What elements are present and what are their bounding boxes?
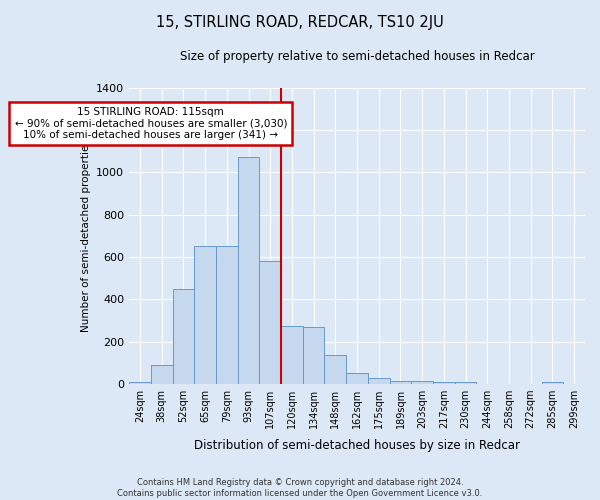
Bar bbox=[412, 381, 433, 384]
Bar bbox=[433, 382, 455, 384]
X-axis label: Distribution of semi-detached houses by size in Redcar: Distribution of semi-detached houses by … bbox=[194, 440, 520, 452]
Bar bbox=[389, 381, 412, 384]
Text: 15, STIRLING ROAD, REDCAR, TS10 2JU: 15, STIRLING ROAD, REDCAR, TS10 2JU bbox=[156, 15, 444, 30]
Text: 15 STIRLING ROAD: 115sqm
← 90% of semi-detached houses are smaller (3,030)
10% o: 15 STIRLING ROAD: 115sqm ← 90% of semi-d… bbox=[14, 107, 287, 140]
Bar bbox=[281, 326, 303, 384]
Bar bbox=[455, 382, 476, 384]
Bar bbox=[238, 156, 259, 384]
Bar bbox=[151, 365, 173, 384]
Y-axis label: Number of semi-detached properties: Number of semi-detached properties bbox=[80, 140, 91, 332]
Bar bbox=[542, 382, 563, 384]
Title: Size of property relative to semi-detached houses in Redcar: Size of property relative to semi-detach… bbox=[179, 50, 535, 63]
Bar bbox=[259, 262, 281, 384]
Bar bbox=[129, 382, 151, 384]
Bar bbox=[346, 374, 368, 384]
Bar bbox=[173, 289, 194, 384]
Bar bbox=[368, 378, 389, 384]
Bar bbox=[303, 327, 325, 384]
Text: Contains HM Land Registry data © Crown copyright and database right 2024.
Contai: Contains HM Land Registry data © Crown c… bbox=[118, 478, 482, 498]
Bar bbox=[216, 246, 238, 384]
Bar bbox=[194, 246, 216, 384]
Bar bbox=[325, 356, 346, 384]
